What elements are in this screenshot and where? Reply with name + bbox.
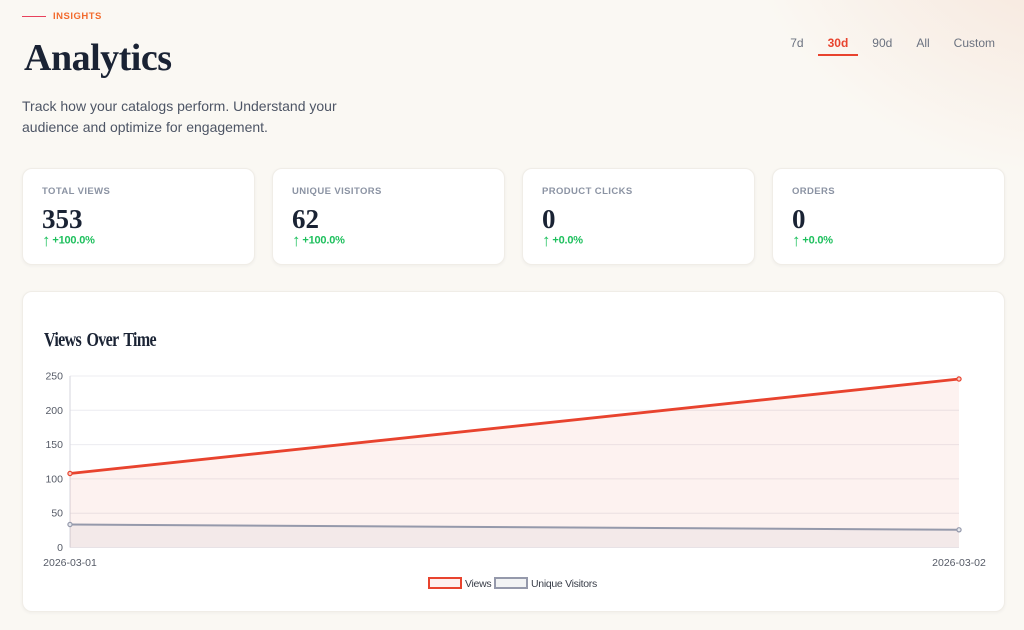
svg-text:Unique Visitors: Unique Visitors [531, 578, 597, 590]
svg-text:2026-03-02: 2026-03-02 [932, 557, 986, 569]
svg-text:2026-03-01: 2026-03-01 [43, 557, 97, 569]
svg-text:150: 150 [45, 439, 63, 451]
svg-text:250: 250 [45, 371, 63, 383]
svg-text:50: 50 [51, 508, 63, 520]
svg-text:100: 100 [45, 473, 63, 485]
svg-text:Views: Views [465, 578, 491, 590]
svg-text:0: 0 [57, 542, 63, 554]
svg-text:200: 200 [45, 405, 63, 417]
